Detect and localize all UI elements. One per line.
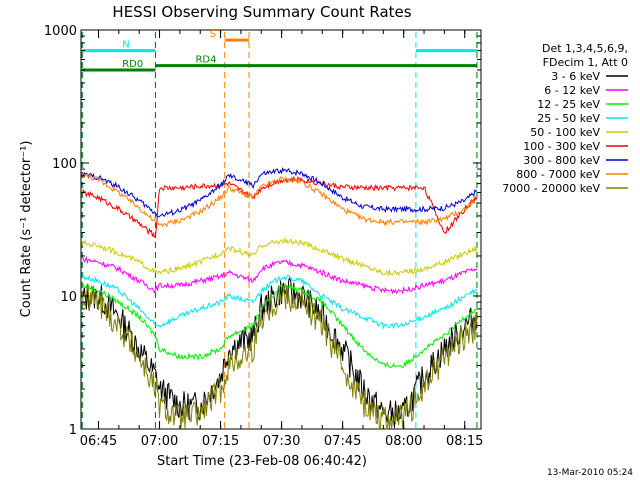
x-tick-label: 07:45 <box>324 434 361 449</box>
plot-area: N S RD0 RD4 <box>80 29 482 431</box>
x-axis-label: Start Time (23-Feb-08 06:40:42) <box>157 454 367 469</box>
y-tick-label: 10 <box>60 290 77 305</box>
legend-label: 7000 - 20000 keV <box>502 182 600 195</box>
legend-label: 800 - 7000 keV <box>516 168 600 181</box>
legend-header: Det 1,3,4,5,6,9, <box>542 42 628 55</box>
x-tick-label: 07:00 <box>141 434 178 449</box>
plot-frame <box>80 29 482 430</box>
legend-label: 100 - 300 keV <box>523 140 600 153</box>
annotation-label: RD4 <box>195 55 216 66</box>
x-tick-label: 06:45 <box>80 434 117 449</box>
legend-label: 6 - 12 keV <box>544 84 600 97</box>
legend-label: 3 - 6 keV <box>551 70 600 83</box>
series-line <box>81 283 478 431</box>
x-tick-label: 08:00 <box>385 434 422 449</box>
footer-timestamp: 13-Mar-2010 05:24 <box>547 468 633 478</box>
y-axis-label: Count Rate (s⁻¹ detector⁻¹) <box>19 141 34 318</box>
y-tick-label: 100 <box>52 157 77 172</box>
legend-label: 25 - 50 keV <box>537 112 600 125</box>
legend-label: 12 - 25 keV <box>537 98 600 111</box>
x-tick-label: 07:30 <box>263 434 300 449</box>
annotation-label: RD0 <box>122 59 143 70</box>
annotation-label: S <box>210 29 216 40</box>
series-line <box>81 236 478 277</box>
legend-label: 300 - 800 keV <box>523 154 600 167</box>
legend-header: FDecim 1, Att 0 <box>543 56 628 69</box>
chart-title: HESSI Observing Summary Count Rates <box>112 3 411 21</box>
series-layer <box>81 166 478 431</box>
y-tick-label: 1000 <box>44 24 77 39</box>
series-line <box>82 255 478 295</box>
y-tick-label: 1 <box>69 423 77 438</box>
annotation-layer: N S RD0 RD4 <box>82 29 477 72</box>
legend-label: 50 - 100 keV <box>530 126 600 139</box>
series-line <box>81 273 478 330</box>
series-line <box>81 282 478 369</box>
series-line <box>81 172 478 228</box>
legend: Det 1,3,4,5,6,9,FDecim 1, Att 03 - 6 keV… <box>502 42 628 195</box>
x-tick-label: 07:15 <box>202 434 239 449</box>
series-line <box>81 166 478 218</box>
axes: 06:45 07:00 07:15 07:30 07:45 08:00 08:15 1 10 10… <box>44 24 484 449</box>
x-tick-label: 08:15 <box>446 434 483 449</box>
annotation-label: N <box>122 40 129 51</box>
